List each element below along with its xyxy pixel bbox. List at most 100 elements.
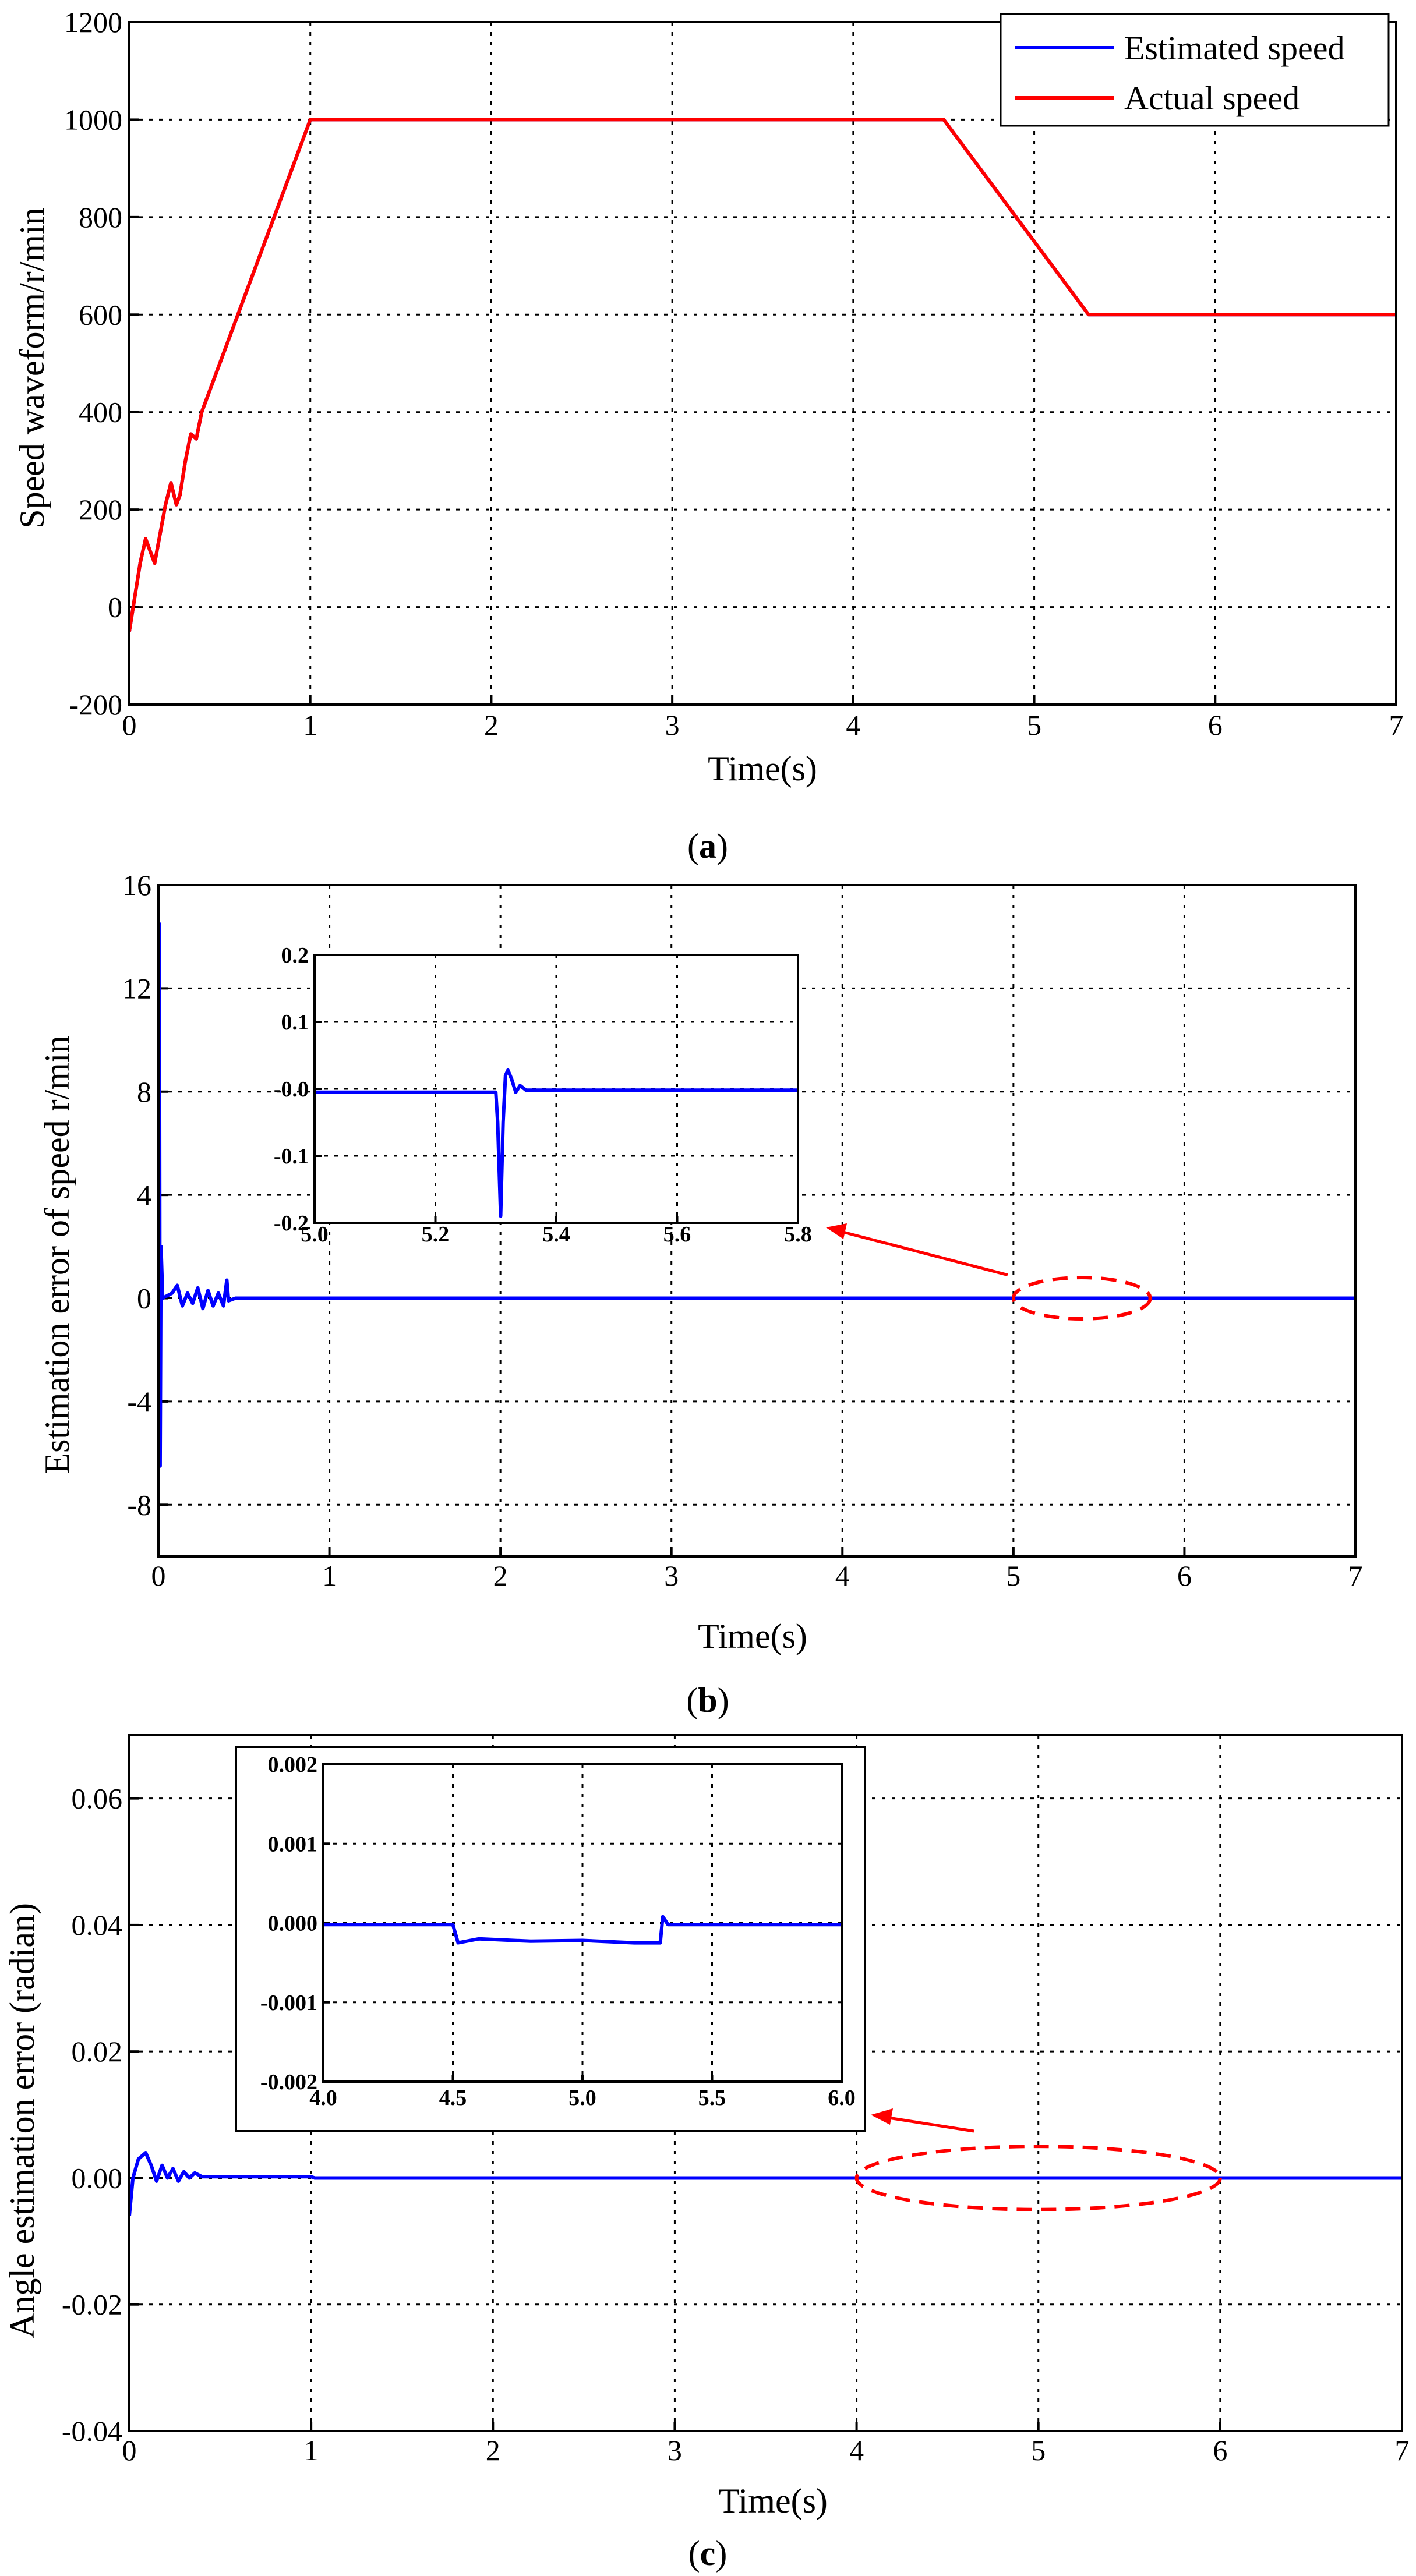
c-y-tick-label: 0.02 xyxy=(72,2035,123,2068)
a-legend-actual-label: Actual speed xyxy=(1124,79,1300,117)
b-series-line-0 xyxy=(157,922,1355,1468)
c-inset-y-tick-label: 0.000 xyxy=(268,1912,318,1936)
b-x-tick-label: 1 xyxy=(322,1559,337,1592)
b-x-tick-label: 2 xyxy=(493,1559,508,1592)
c-inset-outer-box xyxy=(235,1746,866,2132)
b-y-tick-label: 4 xyxy=(137,1179,151,1211)
c-x-tick-label: 6 xyxy=(1213,2434,1227,2467)
c-inset-y-tick-label: 0.002 xyxy=(268,1753,318,1777)
b-panel-label: (b) xyxy=(686,1681,729,1719)
b-inset-grid xyxy=(315,955,798,1223)
b-x-axis-title: Time(s) xyxy=(698,1617,807,1655)
b-inset-series xyxy=(315,1068,798,1218)
c-inset-series-line-0 xyxy=(323,1915,842,1945)
b-plot-frame xyxy=(157,884,1357,1558)
c-y-tick-label: -0.02 xyxy=(62,2288,122,2321)
c-inset-y-tick-label: -0.001 xyxy=(260,1991,317,2015)
a-panel-label: (a) xyxy=(687,827,728,865)
a-plot-frame xyxy=(128,21,1397,706)
b-x-tick-label: 0 xyxy=(151,1559,166,1592)
c-inset-frame xyxy=(322,1763,843,2083)
a-x-tick-label: 6 xyxy=(1208,709,1223,741)
c-plot-frame xyxy=(128,1734,1403,2432)
c-ticks: 0 1 2 3 4 5 6 7 -0.04 -0.02 0.00 0.02 0.04 0.06 xyxy=(62,1782,1410,2467)
a-series-line-0 xyxy=(128,118,1396,632)
c-x-tick-label: 7 xyxy=(1395,2434,1410,2467)
c-inset-x-tick-label: 5.0 xyxy=(568,2086,596,2110)
b-series xyxy=(157,922,1355,1468)
b-y-tick-label: 12 xyxy=(122,972,151,1004)
a-series xyxy=(128,118,1396,632)
c-x-tick-label: 0 xyxy=(122,2434,137,2467)
a-y-tick-label: -200 xyxy=(69,688,122,721)
c-y-tick-label: 0.04 xyxy=(72,1909,123,1941)
c-x-tick-label: 5 xyxy=(1031,2434,1046,2467)
c-y-axis-title: Angle estimation error (radian) xyxy=(3,1903,41,2338)
c-inset: 4.0 4.5 5.0 5.5 6.0 -0.002 -0.001 0.000 0.001 0.0… xyxy=(235,1746,866,2132)
c-series xyxy=(128,2151,1402,2216)
a-y-axis-title: Speed waveform/r/min xyxy=(13,207,51,529)
c-y-tick-label: -0.04 xyxy=(62,2415,122,2447)
c-inset-x-tick-label: 5.5 xyxy=(698,2086,726,2110)
b-inset-y-tick-label: 0.1 xyxy=(281,1010,309,1035)
a-y-tick-label: 400 xyxy=(79,396,122,429)
b-y-tick-label: 16 xyxy=(122,869,151,901)
b-inset-y-tick-label: -0.1 xyxy=(274,1144,309,1169)
b-inset-y-tick-label: -0.0 xyxy=(274,1077,309,1102)
c-zoom-arrow-line xyxy=(884,2115,974,2133)
c-panel-label: (c) xyxy=(688,2534,728,2573)
c-inset-y-tick-label: 0.001 xyxy=(268,1832,318,1856)
a-x-axis-title: Time(s) xyxy=(708,749,817,788)
a-y-tick-label: 600 xyxy=(79,298,122,331)
a-x-tick-label: 5 xyxy=(1027,709,1041,741)
a-y-tick-label: 1000 xyxy=(64,103,122,136)
b-inset-frame xyxy=(313,954,799,1224)
c-zoom-arrow-head xyxy=(871,2108,893,2125)
b-x-tick-label: 7 xyxy=(1348,1559,1363,1592)
c-x-tick-label: 1 xyxy=(304,2434,319,2467)
a-y-tick-label: 0 xyxy=(108,591,122,624)
c-inset-series xyxy=(323,1915,842,1945)
panel-c: 0 1 2 3 4 5 6 7 -0.04 -0.02 0.00 0.02 0.04 0.06 4.0 4.… xyxy=(3,1734,1410,2573)
c-y-tick-label: 0.06 xyxy=(72,1782,123,1815)
c-x-tick-label: 3 xyxy=(668,2434,682,2467)
a-series-line-1 xyxy=(128,118,1396,632)
b-inset-x-tick-label: 5.0 xyxy=(301,1222,329,1247)
c-x-tick-label: 4 xyxy=(849,2434,864,2467)
c-y-tick-label: 0.00 xyxy=(72,2161,123,2194)
b-zoom-highlight-ellipse xyxy=(1011,1276,1152,1321)
b-inset-series-line-0 xyxy=(315,1068,798,1218)
b-zoom-arrow-line xyxy=(838,1229,1008,1276)
c-series-line-0 xyxy=(128,2151,1402,2216)
b-y-axis-title: Estimation error of speed r/min xyxy=(38,1035,76,1474)
c-x-axis-title: Time(s) xyxy=(718,2482,828,2520)
c-inset-x-tick-label: 4.5 xyxy=(439,2086,467,2110)
c-x-tick-label: 2 xyxy=(486,2434,500,2467)
b-inset-x-tick-label: 5.4 xyxy=(542,1222,570,1247)
c-zoom-highlight-ellipse xyxy=(854,2145,1222,2211)
a-x-tick-label: 1 xyxy=(303,709,317,741)
a-x-tick-label: 7 xyxy=(1389,709,1404,741)
b-x-tick-label: 3 xyxy=(664,1559,679,1592)
a-x-tick-label: 0 xyxy=(122,709,137,741)
a-x-tick-label: 3 xyxy=(665,709,680,741)
a-y-tick-label: 1200 xyxy=(64,6,122,38)
a-y-tick-label: 200 xyxy=(79,493,122,526)
b-y-tick-label: 8 xyxy=(137,1075,151,1108)
c-inset-x-tick-label: 6.0 xyxy=(828,2086,856,2110)
a-legend-estimated-label: Estimated speed xyxy=(1124,29,1345,67)
b-inset: 5.0 5.2 5.4 5.6 5.8 -0.2 -0.1 -0.0 0.1 0.2 xyxy=(274,943,812,1247)
c-inset-x-tick-label: 4.0 xyxy=(309,2086,337,2110)
b-inset-y-tick-label: 0.2 xyxy=(281,943,309,968)
a-legend-box xyxy=(1000,13,1390,127)
a-x-tick-label: 2 xyxy=(484,709,499,741)
b-inset-y-tick-label: -0.2 xyxy=(274,1211,309,1236)
b-inset-x-tick-label: 5.6 xyxy=(663,1222,691,1247)
b-y-tick-label: 0 xyxy=(137,1282,151,1315)
b-zoom-arrow-head xyxy=(826,1223,847,1239)
b-y-tick-label: -4 xyxy=(127,1385,151,1418)
